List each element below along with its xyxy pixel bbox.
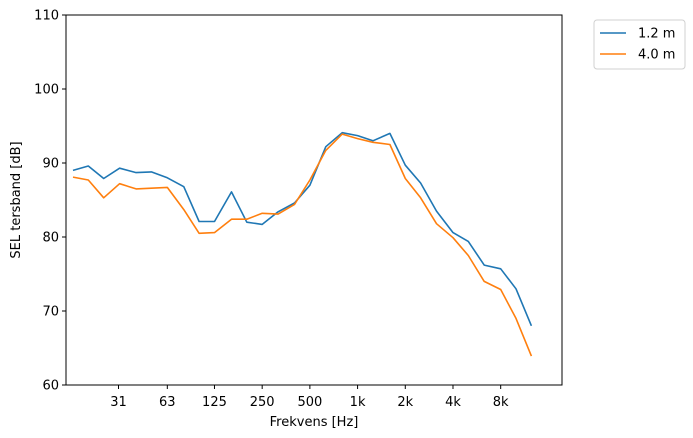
y-tick-label: 70 bbox=[42, 305, 59, 320]
legend: 1.2 m 4.0 m bbox=[593, 19, 686, 70]
series-line bbox=[72, 133, 533, 357]
y-tick-label: 80 bbox=[42, 231, 59, 246]
x-axis-ticks: 31 63 125 250 500 1k 2k 4k 8k bbox=[110, 385, 509, 410]
x-axis-label: Frekvens [Hz] bbox=[270, 415, 359, 430]
y-axis-ticks: 60 70 80 90 100 110 bbox=[34, 9, 66, 394]
x-tick-label: 1k bbox=[350, 395, 366, 410]
x-tick-label: 31 bbox=[110, 395, 127, 410]
x-tick-label: 500 bbox=[297, 395, 322, 410]
x-tick-label: 63 bbox=[159, 395, 176, 410]
plot-lines bbox=[72, 131, 533, 357]
x-tick-label: 250 bbox=[250, 395, 275, 410]
y-tick-label: 100 bbox=[34, 83, 59, 98]
legend-label: 4.0 m bbox=[638, 48, 675, 63]
x-tick-label: 8k bbox=[493, 395, 509, 410]
legend-label: 1.2 m bbox=[638, 27, 675, 42]
y-tick-label: 60 bbox=[42, 379, 59, 394]
x-tick-label: 2k bbox=[397, 395, 413, 410]
plot-frame bbox=[65, 14, 563, 386]
x-tick-label: 4k bbox=[445, 395, 461, 410]
y-tick-label: 110 bbox=[34, 9, 59, 24]
series-line bbox=[72, 131, 533, 327]
y-axis-label: SEL tersband [dB] bbox=[9, 141, 24, 258]
y-tick-label: 90 bbox=[42, 157, 59, 172]
x-tick-label: 125 bbox=[202, 395, 227, 410]
